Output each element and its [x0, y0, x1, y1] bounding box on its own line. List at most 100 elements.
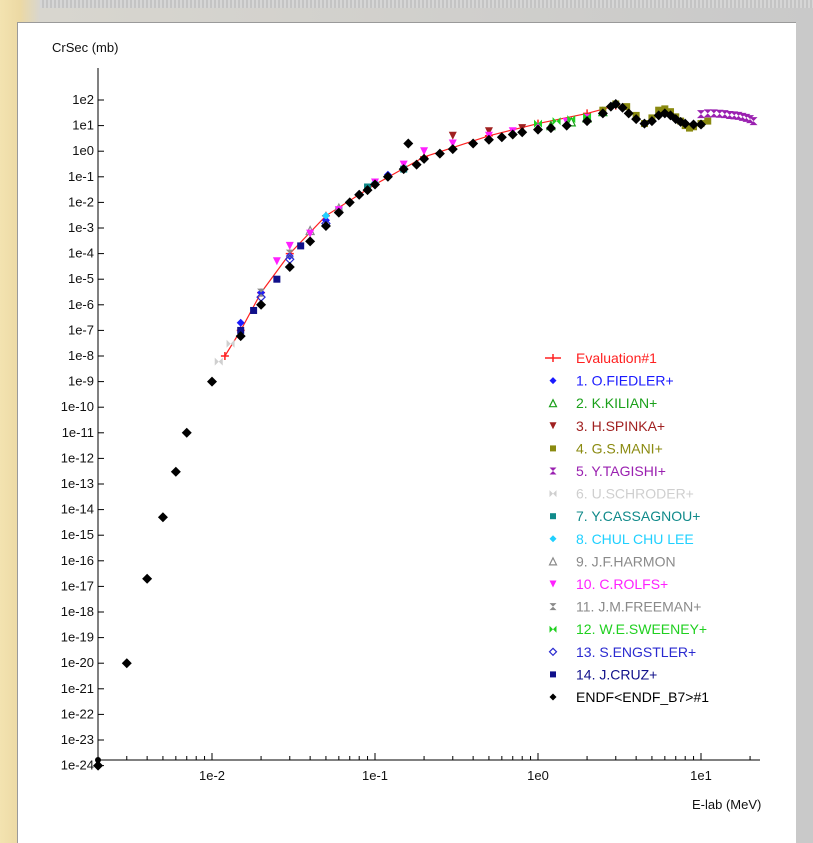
data-point — [181, 427, 192, 438]
data-point — [157, 512, 168, 523]
y-tick-label: 1e-18 — [61, 604, 94, 619]
data-point — [725, 110, 734, 119]
data-point — [567, 115, 576, 124]
data-point — [696, 119, 706, 130]
legend-label: 11. J.M.FREEMAN+ — [576, 599, 701, 615]
legend-label: Evaluation#1 — [576, 350, 657, 366]
data-point — [703, 109, 712, 118]
legend-marker — [550, 513, 556, 520]
data-point — [411, 159, 422, 170]
legend-label: 14. J.CRUZ+ — [576, 666, 657, 682]
legend-marker — [545, 354, 561, 362]
data-point — [517, 127, 528, 138]
data-point — [720, 110, 729, 119]
y-tick-label: 1e-21 — [61, 681, 94, 696]
y-axis-label: CrSec (mb) — [52, 40, 118, 55]
data-point — [403, 138, 414, 149]
legend: Evaluation#1 1. O.FIEDLER+ 2. K.KILIAN+ 3. … — [545, 350, 709, 705]
data-point — [398, 164, 409, 175]
data-point — [370, 179, 380, 190]
series-14 — [237, 242, 305, 334]
y-tick-label: 1e-4 — [68, 246, 94, 261]
data-point — [220, 352, 229, 360]
legend-entry: 12. W.E.SWEENEY+ — [549, 621, 707, 637]
data-point — [582, 116, 593, 127]
data-point — [93, 760, 104, 771]
data-point — [284, 261, 295, 272]
data-point — [226, 339, 235, 348]
series-15 — [93, 98, 706, 771]
chart-panel — [17, 22, 796, 843]
legend-label: 8. CHUL CHU LEE — [576, 531, 694, 547]
data-point — [256, 299, 267, 310]
background-strip — [40, 0, 813, 8]
data-point — [483, 134, 494, 145]
data-point — [597, 108, 608, 119]
legend-marker — [549, 422, 557, 430]
y-tick-label: 1e-11 — [62, 425, 94, 440]
y-tick-label: 1e-19 — [61, 630, 94, 645]
data-point — [749, 117, 758, 126]
y-tick-label: 1e-22 — [61, 706, 94, 721]
legend-label: 2. K.KILIAN+ — [576, 395, 657, 411]
legend-entry: Evaluation#1 — [545, 350, 657, 366]
data-point — [623, 103, 631, 111]
legend-marker — [549, 535, 557, 543]
y-tick-label: 1e-5 — [68, 271, 94, 286]
legend-entry: 13. S.ENGSTLER+ — [548, 644, 696, 660]
y-tick-label: 1e-16 — [61, 553, 94, 568]
data-point — [306, 229, 315, 238]
data-point — [305, 236, 316, 247]
y-tick-label: 1e-14 — [61, 502, 94, 517]
data-point — [646, 116, 657, 127]
legend-marker — [550, 671, 556, 678]
legend-marker — [549, 467, 557, 475]
data-point — [344, 197, 355, 208]
y-tick-label: 1e1 — [72, 118, 94, 133]
legend-label: 7. Y.CASSAGNOU+ — [576, 508, 700, 524]
x-tick-label: 1e1 — [690, 768, 712, 783]
data-point — [496, 132, 507, 143]
legend-entry: ENDF<ENDF_B7>#1 — [549, 689, 709, 705]
legend-marker — [549, 693, 557, 701]
legend-label: 1. O.FIEDLER+ — [576, 373, 674, 389]
data-point — [685, 124, 693, 132]
data-point — [250, 306, 258, 314]
legend-entry: 9. J.F.HARMON — [548, 553, 676, 569]
y-tick-label: 1e-23 — [61, 732, 94, 747]
data-point — [273, 275, 281, 283]
legend-entry: 10. C.ROLFS+ — [549, 576, 668, 592]
data-point — [272, 257, 281, 266]
data-point — [688, 119, 699, 130]
legend-label: 10. C.ROLFS+ — [576, 576, 668, 592]
legend-marker — [549, 490, 557, 498]
series-6 — [214, 339, 235, 366]
data-point — [746, 115, 755, 124]
legend-entry: 8. CHUL CHU LEE — [549, 531, 694, 547]
legend-marker — [548, 647, 558, 657]
data-point — [170, 466, 181, 477]
data-point — [207, 376, 217, 387]
data-point — [623, 108, 634, 119]
legend-marker — [549, 377, 557, 385]
data-point — [333, 207, 344, 218]
y-tick-label: 1e-20 — [61, 655, 94, 670]
legend-label: 13. S.ENGSTLER+ — [576, 644, 696, 660]
data-point — [320, 220, 331, 231]
y-tick-label: 1e-12 — [61, 450, 94, 465]
data-point — [285, 241, 294, 250]
legend-label: 5. Y.TAGISHI+ — [576, 463, 666, 479]
y-tick-label: 1e-9 — [68, 374, 94, 389]
legend-entry: 14. J.CRUZ+ — [550, 666, 657, 682]
data-point — [545, 123, 556, 134]
data-point — [617, 102, 628, 113]
data-point — [297, 242, 305, 250]
legend-label: 12. W.E.SWEENEY+ — [576, 621, 707, 637]
data-point — [631, 114, 642, 125]
data-point — [121, 658, 132, 669]
data-point — [285, 249, 294, 258]
legend-label: 9. J.F.HARMON — [576, 553, 676, 569]
data-point — [448, 139, 457, 148]
data-point — [704, 117, 712, 125]
legend-entry: 7. Y.CASSAGNOU+ — [550, 508, 700, 524]
